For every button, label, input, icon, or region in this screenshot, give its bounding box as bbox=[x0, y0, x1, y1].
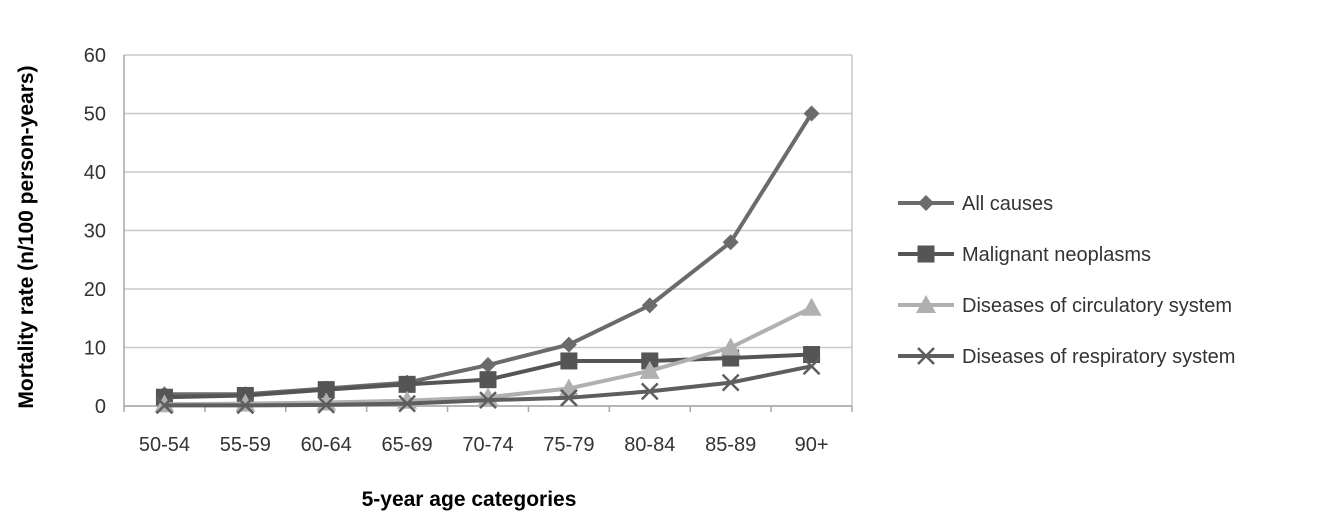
data-point bbox=[640, 382, 659, 401]
data-point bbox=[801, 297, 822, 316]
data-point bbox=[641, 297, 658, 314]
x-tick-label: 55-59 bbox=[220, 434, 271, 456]
x-tick-label: 70-74 bbox=[462, 434, 513, 456]
series-4 bbox=[155, 357, 821, 415]
data-point bbox=[802, 357, 821, 376]
legend-label: Diseases of respiratory system bbox=[962, 346, 1235, 368]
data-point bbox=[398, 375, 416, 393]
y-tick-label: 60 bbox=[84, 45, 106, 67]
data-point bbox=[803, 105, 820, 122]
x-tick-label: 80-84 bbox=[624, 434, 675, 456]
y-tick-label: 20 bbox=[84, 279, 106, 301]
data-point bbox=[560, 388, 578, 407]
legend-label: Diseases of circulatory system bbox=[962, 295, 1232, 317]
data-point bbox=[722, 234, 739, 251]
legend-label: All causes bbox=[962, 193, 1053, 215]
data-point bbox=[317, 381, 335, 399]
legend-item: Malignant neoplasms bbox=[898, 244, 1151, 266]
data-point bbox=[721, 373, 740, 392]
data-point bbox=[560, 352, 578, 370]
x-tick-label: 60-64 bbox=[301, 434, 352, 456]
x-tick-label: 75-79 bbox=[543, 434, 594, 456]
x-axis-title: 5-year age categories bbox=[362, 488, 577, 511]
x-tick-label: 85-89 bbox=[705, 434, 756, 456]
legend-item: Diseases of circulatory system bbox=[898, 295, 1232, 317]
axes: 0 10 20 30 40 50 60 50-54 55-59 60-64 65-69 70-74 75… bbox=[84, 45, 853, 456]
data-point bbox=[479, 391, 497, 410]
data-point bbox=[236, 396, 255, 415]
legend-marker bbox=[917, 347, 935, 365]
legend-label: Malignant neoplasms bbox=[962, 244, 1151, 266]
y-tick-label: 50 bbox=[84, 104, 106, 126]
legend-marker bbox=[916, 295, 936, 313]
data-point bbox=[317, 395, 336, 414]
legend: All causes Malignant neoplasms Diseases of… bbox=[898, 193, 1235, 368]
y-tick-label: 0 bbox=[95, 396, 106, 418]
y-tick-label: 10 bbox=[84, 338, 106, 360]
x-tick-label: 65-69 bbox=[382, 434, 433, 456]
data-point bbox=[155, 396, 174, 415]
x-tick-label: 90+ bbox=[795, 434, 829, 456]
legend-item: All causes bbox=[898, 193, 1053, 215]
data-point bbox=[479, 371, 497, 389]
data-point bbox=[720, 337, 741, 356]
legend-item: Diseases of respiratory system bbox=[898, 346, 1235, 368]
data-point bbox=[803, 346, 821, 364]
y-axis-title: Mortality rate (n/100 person-years) bbox=[15, 65, 38, 408]
legend-marker bbox=[917, 245, 935, 263]
y-tick-label: 40 bbox=[84, 162, 106, 184]
y-tick-label: 30 bbox=[84, 221, 106, 243]
data-point bbox=[480, 357, 496, 374]
legend-marker bbox=[918, 195, 934, 211]
series-group bbox=[154, 105, 822, 415]
data-point bbox=[560, 336, 577, 353]
data-point bbox=[154, 394, 175, 413]
data-point bbox=[639, 360, 660, 379]
x-tick-label: 50-54 bbox=[139, 434, 190, 456]
data-point bbox=[398, 394, 416, 413]
gridlines bbox=[124, 54, 852, 407]
